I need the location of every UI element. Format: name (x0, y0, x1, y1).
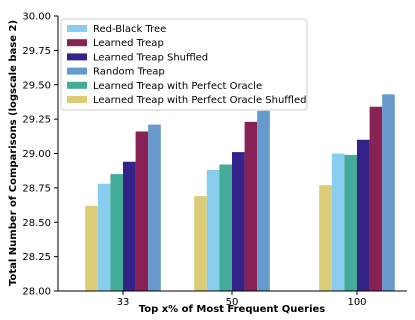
bars-group (85, 94, 395, 291)
y-tick-label: 28.25 (22, 252, 51, 263)
bar-random-treap-33 (148, 124, 161, 291)
bar-learned-treap-with-perfect-oracle-shuffled-33 (85, 205, 98, 291)
bar-red-black-tree-33 (97, 183, 111, 291)
legend-label-learned-treap-with-perfect-oracle-shuffled: Learned Treap with Perfect Oracle Shuffl… (93, 95, 306, 106)
bar-learned-treap-with-perfect-oracle-shuffled-50 (194, 196, 207, 291)
bar-learned-treap-with-perfect-oracle-shuffled-100 (319, 185, 332, 291)
bar-learned-treap-shuffled-33 (123, 161, 136, 291)
legend-label-learned-treap-shuffled: Learned Treap Shuffled (93, 52, 208, 63)
bar-random-treap-50 (257, 110, 270, 291)
x-tick-label: 33 (117, 297, 130, 308)
legend: Red-Black Tree Learned Treap Learned Treap… (60, 18, 308, 111)
y-tick-label: 28.75 (22, 183, 51, 194)
legend-swatch-learned-treap-with-perfect-oracle-shuffled (67, 96, 87, 103)
y-tick-label: 30.00 (22, 12, 51, 23)
legend-swatch-learned-treap-shuffled (67, 53, 87, 61)
bar-learned-treap-shuffled-100 (357, 139, 370, 291)
y-tick-label: 29.50 (22, 80, 51, 91)
legend-label-learned-treap: Learned Treap (93, 38, 164, 49)
bar-learned-treap-with-perfect-oracle-50 (219, 164, 232, 291)
bar-learned-treap-with-perfect-oracle-100 (344, 154, 357, 291)
x-tick-label: 50 (226, 297, 239, 308)
x-ticks: 33 50 100 (117, 291, 367, 308)
x-tick-label: 100 (347, 297, 366, 308)
bar-learned-treap-shuffled-50 (232, 152, 245, 291)
legend-swatch-learned-treap (67, 39, 87, 47)
y-tick-label: 28.50 (22, 218, 51, 229)
bar-learned-treap-100 (369, 106, 383, 291)
y-ticks: 28.00 28.25 28.50 28.75 29.00 29.25 29.50 29.75… (22, 12, 58, 298)
legend-box (60, 18, 308, 111)
legend-swatch-random-treap (67, 67, 87, 75)
bar-learned-treap-with-perfect-oracle-33 (110, 174, 123, 291)
y-tick-label: 29.25 (22, 115, 51, 126)
y-axis-title: Total Number of Comparisons (logscale ba… (8, 20, 19, 286)
x-axis-title: Top x% of Most Frequent Queries (139, 304, 326, 315)
y-tick-label: 29.75 (22, 46, 51, 57)
legend-label-learned-treap-with-perfect-oracle: Learned Treap with Perfect Oracle (93, 81, 262, 92)
y-tick-label: 29.00 (22, 149, 51, 160)
bar-random-treap-100 (382, 94, 395, 291)
legend-swatch-red-black-tree (67, 25, 87, 32)
y-tick-label: 28.00 (22, 287, 51, 298)
legend-label-red-black-tree: Red-Black Tree (93, 24, 166, 35)
bar-learned-treap-50 (244, 121, 258, 291)
bar-learned-treap-33 (135, 131, 149, 291)
legend-swatch-learned-treap-with-perfect-oracle (67, 81, 87, 89)
bar-red-black-tree-50 (206, 170, 220, 291)
bar-red-black-tree-100 (331, 153, 345, 291)
legend-label-random-treap: Random Treap (93, 67, 165, 78)
